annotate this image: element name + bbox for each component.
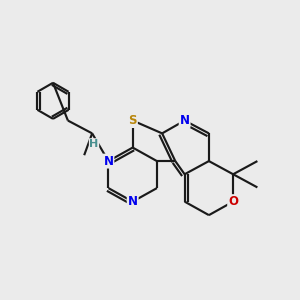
Text: N: N xyxy=(103,154,113,168)
Text: N: N xyxy=(180,114,190,127)
Text: N: N xyxy=(128,195,138,208)
Text: H: H xyxy=(89,139,99,149)
Text: O: O xyxy=(228,195,238,208)
Text: S: S xyxy=(128,114,137,127)
